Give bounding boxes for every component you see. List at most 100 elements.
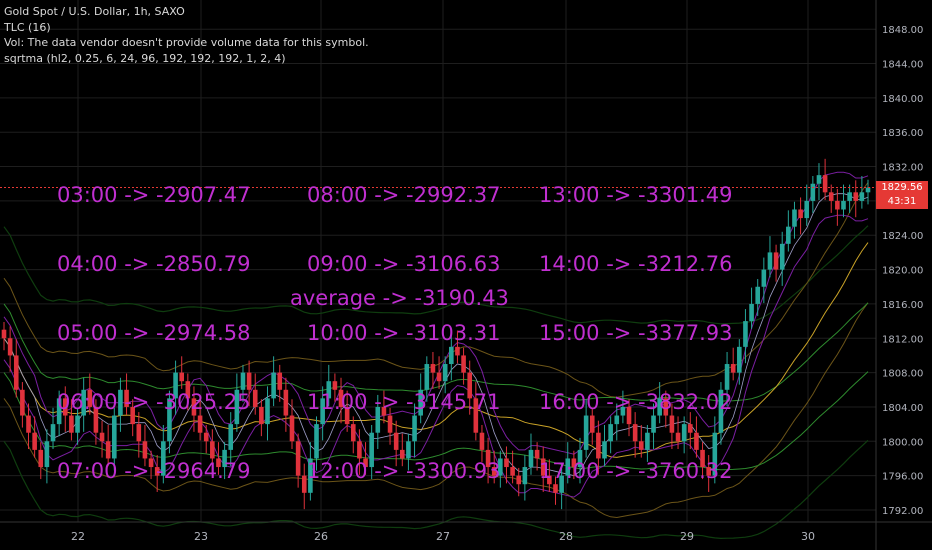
y-tick-label: 1848.00 xyxy=(882,25,923,36)
candle-body xyxy=(596,432,601,459)
candle-body xyxy=(835,200,840,210)
y-tick-label: 1812.00 xyxy=(882,334,923,345)
candle-body xyxy=(743,321,748,347)
indicator-tlc[interactable]: TLC (16) xyxy=(4,20,51,34)
y-tick-label: 1804.00 xyxy=(882,403,923,414)
candle-body xyxy=(130,406,135,425)
candle-body xyxy=(412,415,417,442)
candle-body xyxy=(314,424,319,459)
candle-body xyxy=(583,415,589,450)
candle-body xyxy=(822,175,828,193)
candle-body xyxy=(265,398,270,425)
time-axis[interactable]: 22 23 26 27 28 29 30 xyxy=(0,521,932,543)
y-tick-label: 1820.00 xyxy=(882,266,923,277)
candle-body xyxy=(498,458,503,476)
y-tick-label: 1840.00 xyxy=(882,94,923,105)
candle-body xyxy=(99,432,105,442)
candle-body xyxy=(589,415,595,433)
candle-body xyxy=(571,458,577,468)
candlesticks xyxy=(1,158,871,510)
candle-body xyxy=(210,441,215,459)
indicator-line xyxy=(3,242,869,458)
candle-body xyxy=(792,209,797,227)
overlay-average: average -> -3190.43 xyxy=(290,286,509,310)
overlay-row: 15:00 -> -3377.93 xyxy=(539,321,733,345)
candle-body xyxy=(638,441,644,450)
candle-body xyxy=(565,458,571,476)
candle-body xyxy=(185,381,191,399)
candle-body xyxy=(749,303,754,322)
candle-body xyxy=(779,243,785,270)
candle-body xyxy=(504,458,509,468)
candle-body xyxy=(161,441,166,476)
candle-body xyxy=(706,467,711,476)
candle-body xyxy=(485,449,491,468)
candle-body xyxy=(369,432,374,468)
grid xyxy=(0,0,876,522)
candle-body xyxy=(136,424,142,442)
overlay-row: 16:00 -> -3832.02 xyxy=(539,390,733,414)
candle-body xyxy=(847,192,852,201)
candle-body xyxy=(626,406,632,425)
symbol-title[interactable]: Gold Spot / U.S. Dollar, 1h, SAXO xyxy=(4,5,185,18)
x-tick-label: 29 xyxy=(680,530,694,543)
price-axis[interactable]: 1792.00 1796.00 1800.00 1804.00 1808.00 1812.… xyxy=(882,25,923,517)
candle-body xyxy=(142,441,148,459)
candle-body xyxy=(301,475,307,493)
candle-body xyxy=(295,441,301,476)
candle-body xyxy=(179,372,185,382)
overlay-row: 12:00 -> -3300.93 xyxy=(307,459,501,483)
overlay-row: 06:00 -> -3025.25 xyxy=(57,390,251,414)
candle-body xyxy=(657,398,662,416)
candle-body xyxy=(804,200,810,219)
candle-body xyxy=(173,372,178,399)
overlay-column-2: 08:00 -> -2992.37 09:00 -> -3106.63 10:0… xyxy=(307,138,500,529)
candle-body xyxy=(26,415,31,433)
candle-body xyxy=(197,415,203,433)
candle-body xyxy=(859,192,865,201)
candle-body xyxy=(228,424,234,450)
candle-body xyxy=(467,372,473,399)
indicator-line xyxy=(3,302,869,519)
candle-body xyxy=(461,355,466,373)
candle-body xyxy=(69,415,74,433)
candle-body xyxy=(687,424,693,433)
candle-body xyxy=(7,338,13,356)
candle-body xyxy=(559,475,564,493)
candle-body xyxy=(553,484,558,493)
candle-body xyxy=(645,432,650,450)
candle-body xyxy=(620,406,626,416)
candle-body xyxy=(841,200,846,210)
candle-body xyxy=(289,415,295,442)
candle-body xyxy=(357,441,362,459)
candle-body xyxy=(105,441,111,459)
candle-body xyxy=(816,175,822,184)
candle-body xyxy=(222,449,227,468)
candle-body xyxy=(540,458,546,476)
indicator-line xyxy=(3,214,869,498)
candle-body xyxy=(332,381,338,390)
candle-body xyxy=(798,209,803,219)
indicator-sqrtma[interactable]: sqrtma (hl2, 0.25, 6, 24, 96, 192, 192, … xyxy=(4,51,286,65)
candle-body xyxy=(430,364,436,373)
candle-body xyxy=(406,441,411,459)
indicator-volume[interactable]: Vol: The data vendor doesn't provide vol… xyxy=(4,36,369,49)
candle-body xyxy=(577,449,583,468)
candle-body xyxy=(283,389,289,416)
candle-body xyxy=(786,226,791,244)
candle-body xyxy=(773,252,779,270)
candle-body xyxy=(246,372,252,390)
overlay-column-1: 03:00 -> -2907.47 04:00 -> -2850.79 05:0… xyxy=(57,138,250,529)
overlay-row: 04:00 -> -2850.79 xyxy=(57,252,251,276)
y-tick-label: 1836.00 xyxy=(882,128,923,139)
candle-body xyxy=(191,398,197,416)
indicator-line xyxy=(3,225,869,325)
candle-body xyxy=(216,458,221,468)
candle-body xyxy=(93,406,99,433)
candle-body xyxy=(381,406,387,416)
candle-body xyxy=(651,415,656,433)
candle-body xyxy=(675,432,681,442)
y-tick-label: 1844.00 xyxy=(882,60,923,71)
